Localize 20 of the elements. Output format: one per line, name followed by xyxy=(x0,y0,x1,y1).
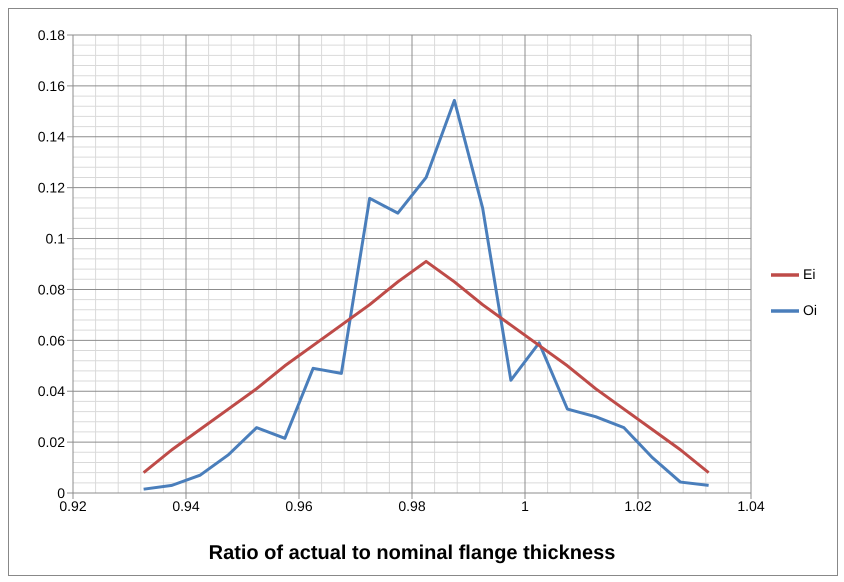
y-tick-label: 0.1 xyxy=(46,230,66,247)
x-tick-label: 1.04 xyxy=(737,498,765,514)
x-tick-label: 1.02 xyxy=(624,498,652,514)
line-series xyxy=(142,98,710,491)
x-tick-label: 1 xyxy=(521,498,530,514)
y-tick-label: 0.12 xyxy=(38,180,66,196)
y-tick-label: 0.08 xyxy=(38,281,66,298)
y-tick-label: 0.02 xyxy=(38,434,66,450)
x-tick-label: 0.96 xyxy=(285,498,313,514)
y-tick-label: 0.14 xyxy=(38,128,66,145)
x-tick-label: 0.98 xyxy=(398,498,426,514)
line-series xyxy=(142,260,710,474)
x-axis-title: Ratio of actual to nominal flange thickness xyxy=(208,542,616,564)
y-tick-label: 0.18 xyxy=(38,26,66,43)
y-tick-label: 0.04 xyxy=(38,383,66,400)
y-tick-label: 0.16 xyxy=(38,78,66,94)
y-tick-label: 0.06 xyxy=(38,332,66,348)
legend-label: Ei xyxy=(803,266,816,282)
x-tick-label: 0.94 xyxy=(172,498,200,514)
legend-label: Oi xyxy=(803,302,817,318)
